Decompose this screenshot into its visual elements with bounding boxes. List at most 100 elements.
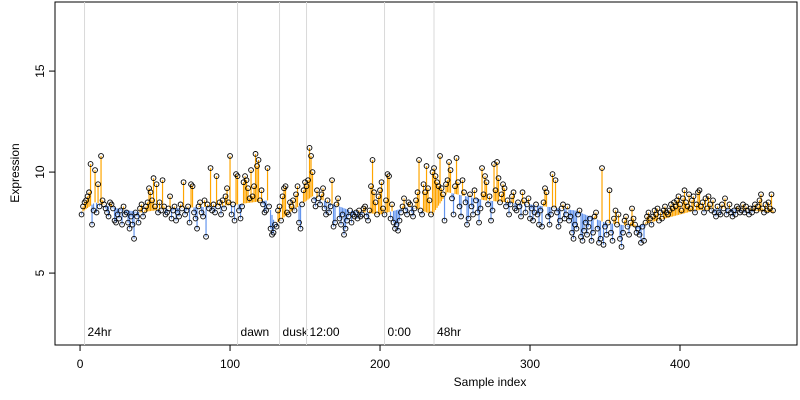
point xyxy=(495,175,502,181)
x-tick-label: 300 xyxy=(520,357,540,371)
point xyxy=(696,187,703,194)
point xyxy=(498,191,505,198)
point xyxy=(618,243,625,250)
point xyxy=(339,211,346,218)
point xyxy=(453,155,460,161)
point xyxy=(620,229,626,236)
point xyxy=(309,169,316,175)
point xyxy=(519,189,526,196)
point xyxy=(213,173,220,179)
point xyxy=(426,197,433,204)
point xyxy=(404,211,410,218)
point xyxy=(524,201,530,208)
point xyxy=(488,217,494,224)
point xyxy=(474,209,481,216)
point xyxy=(648,221,655,228)
point xyxy=(641,237,647,244)
point xyxy=(720,205,727,212)
point xyxy=(617,235,623,242)
point xyxy=(134,213,140,220)
point xyxy=(314,187,320,194)
point xyxy=(525,195,532,202)
point xyxy=(494,159,500,165)
x-axis-title: Sample index xyxy=(454,375,527,389)
point xyxy=(222,193,229,200)
point xyxy=(614,221,620,228)
point xyxy=(557,217,563,224)
x-tick-label: 400 xyxy=(670,357,690,371)
point xyxy=(140,213,146,220)
point xyxy=(156,199,163,206)
point xyxy=(444,177,451,184)
point xyxy=(606,187,613,194)
point xyxy=(692,209,698,216)
point xyxy=(581,227,587,234)
point xyxy=(407,201,413,208)
point xyxy=(366,207,373,214)
point xyxy=(629,205,635,212)
point xyxy=(254,163,260,169)
point xyxy=(456,203,463,210)
point xyxy=(110,205,116,212)
point xyxy=(428,211,434,218)
point xyxy=(653,211,659,218)
point xyxy=(563,211,569,218)
point xyxy=(299,201,305,208)
point xyxy=(372,199,379,206)
point xyxy=(468,203,475,210)
point xyxy=(245,185,251,192)
point xyxy=(554,209,560,216)
point xyxy=(533,201,539,208)
point xyxy=(159,177,166,184)
point xyxy=(200,213,206,220)
point xyxy=(239,203,245,210)
point xyxy=(288,203,295,210)
point xyxy=(704,205,710,212)
point xyxy=(312,203,319,210)
point xyxy=(395,227,401,234)
point xyxy=(336,215,343,222)
point xyxy=(186,219,193,226)
point xyxy=(347,207,353,214)
point xyxy=(291,207,298,214)
point xyxy=(152,203,158,210)
point xyxy=(252,151,259,157)
point xyxy=(171,203,178,210)
point xyxy=(203,233,209,240)
point xyxy=(600,241,607,248)
point xyxy=(756,197,763,204)
point xyxy=(237,215,244,222)
point xyxy=(410,213,416,220)
point xyxy=(294,183,301,190)
point xyxy=(483,179,490,186)
point xyxy=(506,211,512,218)
point xyxy=(117,207,124,214)
point xyxy=(765,199,772,206)
point xyxy=(452,183,458,190)
x-tick-label: 100 xyxy=(220,357,240,371)
point xyxy=(320,185,326,192)
point xyxy=(549,171,556,177)
point xyxy=(243,177,250,184)
point xyxy=(486,193,493,200)
point xyxy=(560,201,566,208)
point xyxy=(348,219,355,226)
point xyxy=(293,191,299,198)
point xyxy=(597,235,604,242)
event-label: 48hr xyxy=(437,325,461,339)
point xyxy=(603,231,610,238)
point xyxy=(258,187,265,194)
point xyxy=(129,221,136,228)
point xyxy=(479,165,485,171)
point xyxy=(609,237,616,244)
point xyxy=(279,193,286,200)
point xyxy=(185,203,191,210)
point xyxy=(447,167,454,173)
point xyxy=(623,213,629,220)
point xyxy=(95,181,101,188)
point xyxy=(225,199,232,206)
event-label: 24hr xyxy=(88,325,112,339)
point xyxy=(458,213,464,220)
point xyxy=(710,197,716,204)
point xyxy=(624,223,631,230)
